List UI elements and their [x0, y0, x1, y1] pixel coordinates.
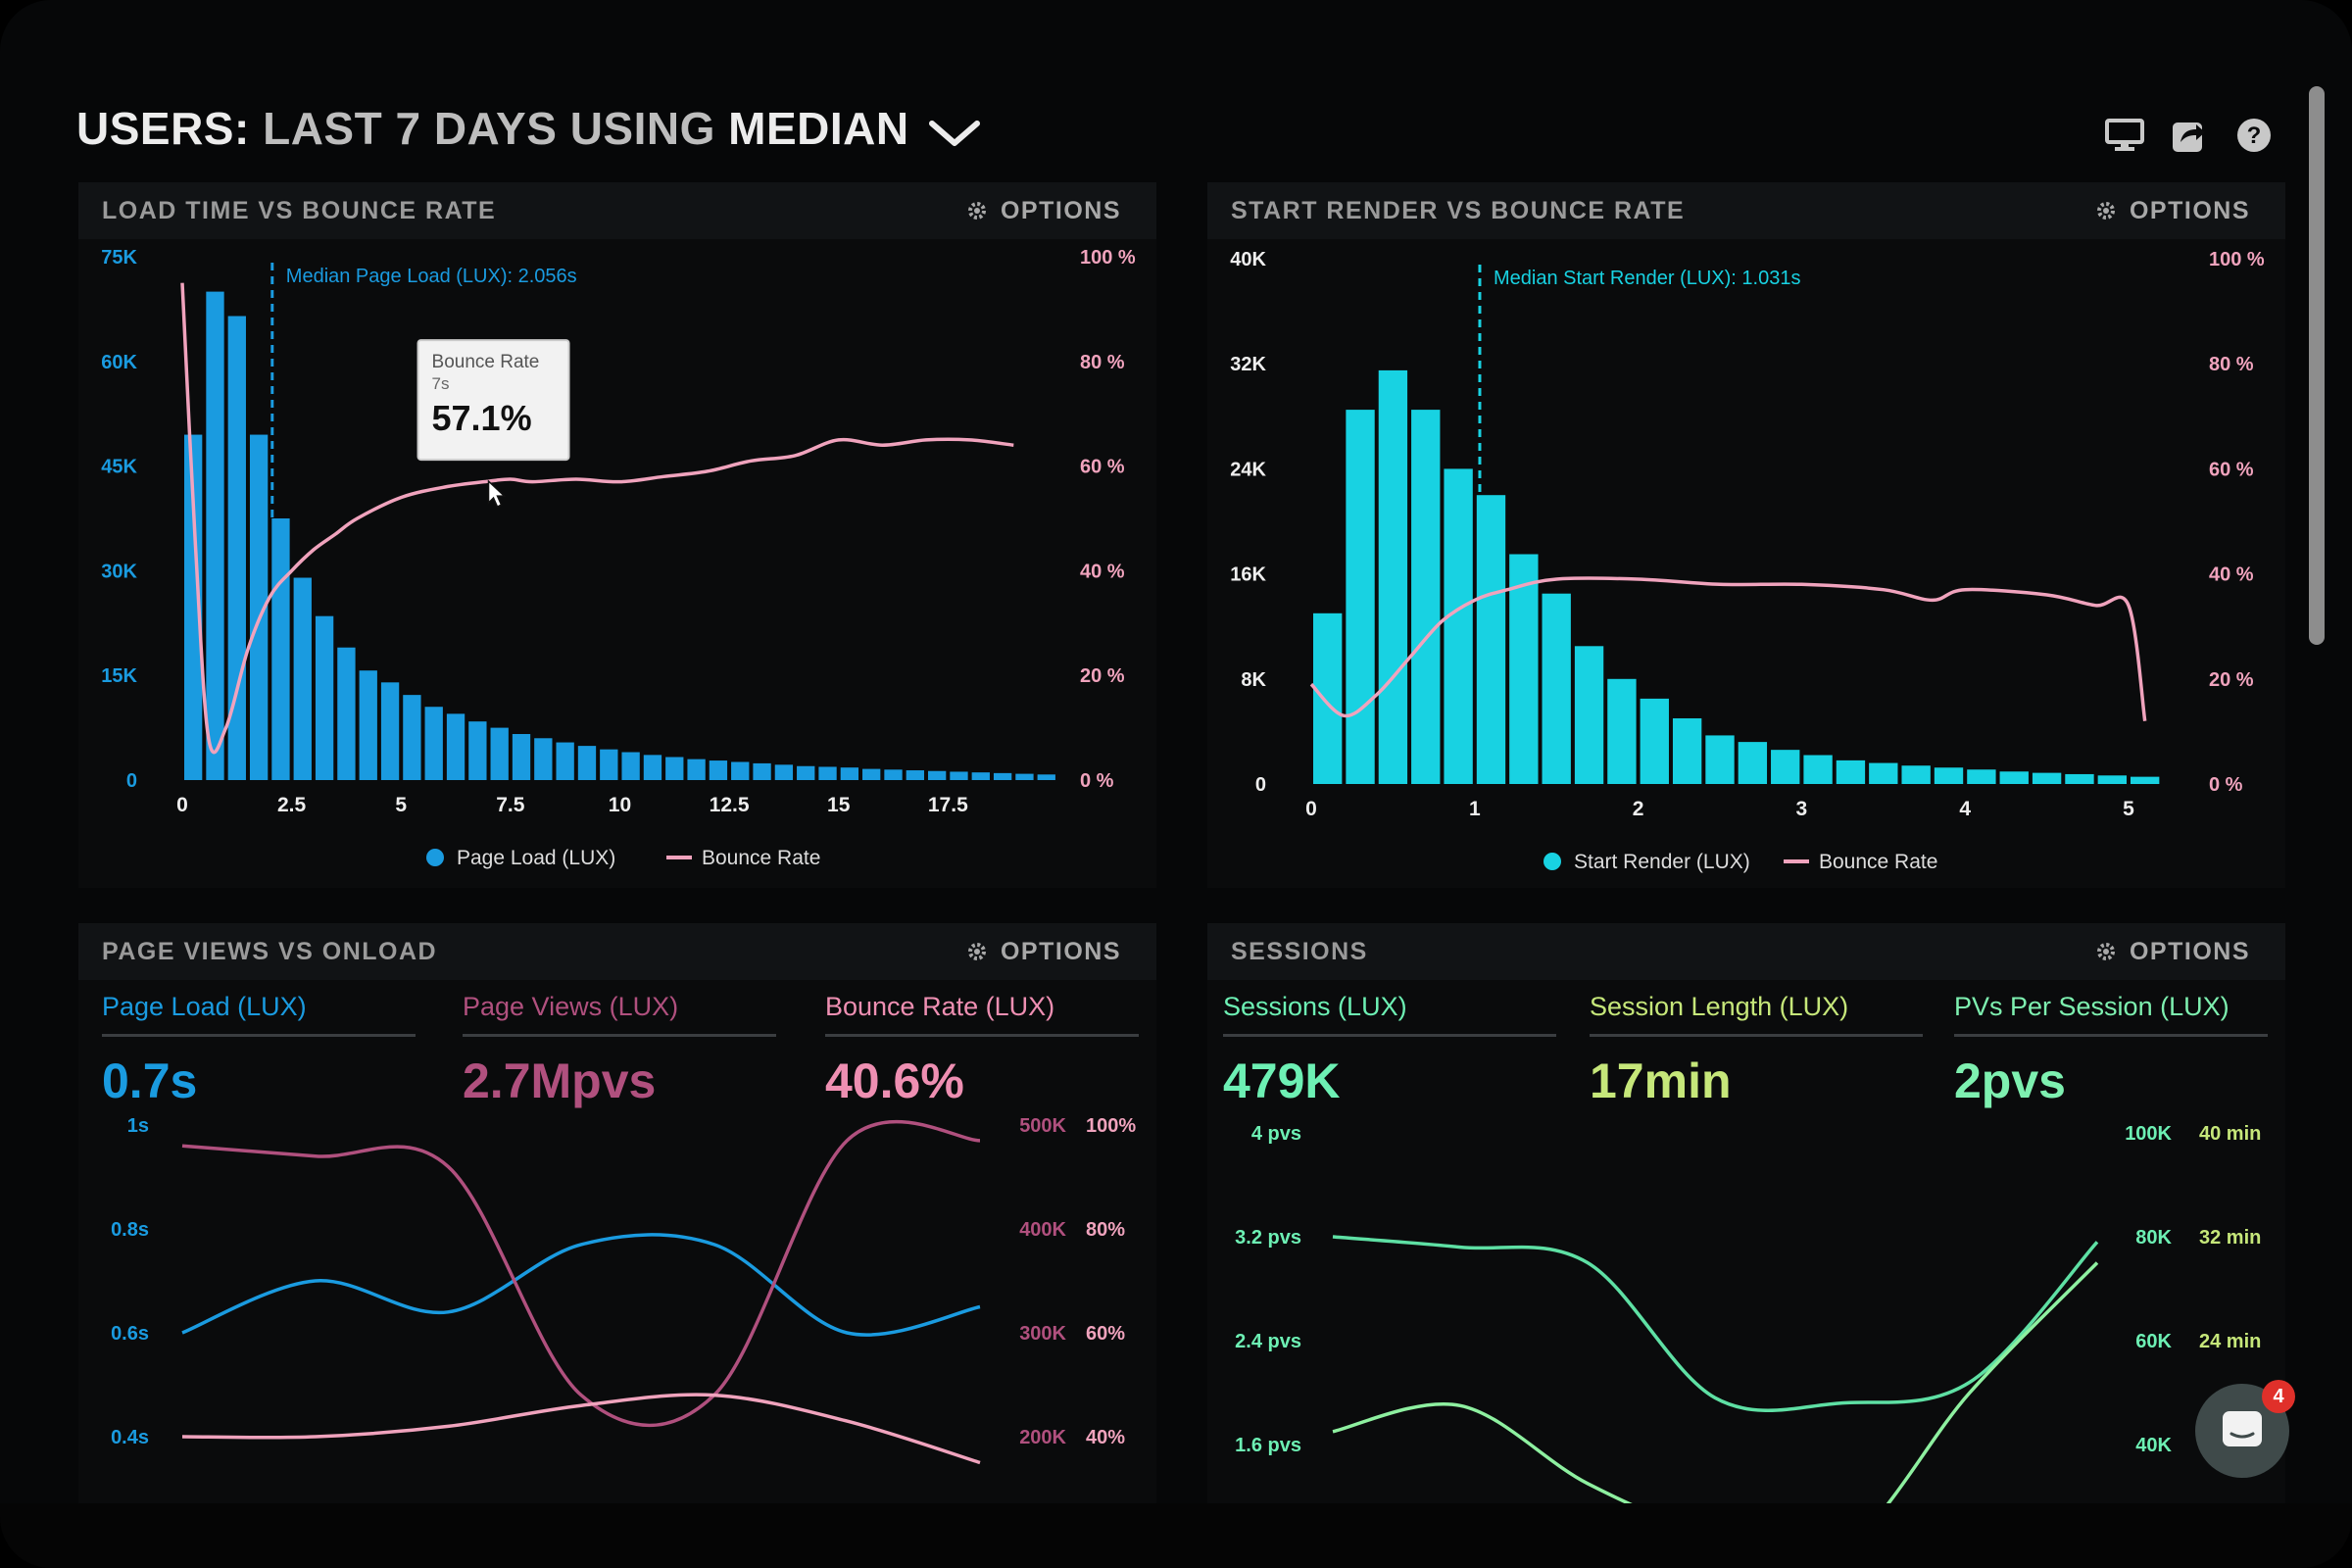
gear-icon	[967, 202, 986, 220]
chat-icon	[2223, 1411, 2262, 1446]
help-icon[interactable]: ?	[2234, 116, 2274, 155]
panel-header: PAGE VIEWS VS ONLOAD OPTIONS	[78, 923, 1156, 980]
gear-icon	[2096, 202, 2115, 220]
title-range[interactable]: LAST 7 DAYS	[263, 103, 558, 154]
screen-bezel	[0, 1503, 2352, 1568]
metric-label: Page Views (LUX)	[463, 992, 776, 1037]
metric-page-load[interactable]: Page Load (LUX) 0.7s	[102, 992, 416, 1109]
options-button[interactable]: OPTIONS	[965, 197, 1121, 225]
panel-sessions: SESSIONS OPTIONS Sessions (LUX) 479K Ses…	[1207, 923, 2285, 1511]
panel-title: START RENDER VS BOUNCE RATE	[1231, 196, 1686, 224]
metric-value: 17min	[1590, 1054, 1732, 1108]
metric-sessions[interactable]: Sessions (LUX) 479K	[1223, 992, 1556, 1109]
chevron-down-icon[interactable]	[928, 118, 981, 147]
metric-value: 479K	[1223, 1054, 1341, 1108]
options-label: OPTIONS	[2129, 937, 2250, 965]
options-button[interactable]: OPTIONS	[2094, 938, 2250, 966]
options-label: OPTIONS	[1000, 196, 1121, 224]
metric-value: 2pvs	[1954, 1054, 2066, 1108]
title-method[interactable]: MEDIAN	[728, 103, 909, 154]
metric-bounce-rate[interactable]: Bounce Rate (LUX) 40.6%	[825, 992, 1139, 1109]
title-users: USERS:	[76, 103, 250, 154]
metric-label: PVs Per Session (LUX)	[1954, 992, 2268, 1037]
header-toolbar: ?	[2105, 116, 2274, 155]
metric-session-length[interactable]: Session Length (LUX) 17min	[1590, 992, 1923, 1109]
notification-badge[interactable]: 4	[2262, 1380, 2295, 1413]
metric-value: 2.7Mpvs	[463, 1054, 657, 1108]
metric-label: Page Load (LUX)	[102, 992, 416, 1037]
gear-icon	[967, 943, 986, 960]
panel-header: START RENDER VS BOUNCE RATE OPTIONS	[1207, 182, 2285, 239]
svg-text:?: ?	[2247, 122, 2262, 149]
metric-label: Sessions (LUX)	[1223, 992, 1556, 1037]
panel-title: PAGE VIEWS VS ONLOAD	[102, 937, 438, 965]
panel-header: LOAD TIME VS BOUNCE RATE OPTIONS	[78, 182, 1156, 239]
metric-value: 0.7s	[102, 1054, 198, 1108]
options-label: OPTIONS	[1000, 937, 1121, 965]
options-label: OPTIONS	[2129, 196, 2250, 224]
metric-value: 40.6%	[825, 1054, 964, 1108]
monitor-icon[interactable]	[2105, 116, 2144, 155]
metric-label: Bounce Rate (LUX)	[825, 992, 1139, 1037]
metric-pvs-per-session[interactable]: PVs Per Session (LUX) 2pvs	[1954, 992, 2268, 1109]
title-using: USING	[569, 103, 715, 154]
options-button[interactable]: OPTIONS	[2094, 197, 2250, 225]
panel-title: LOAD TIME VS BOUNCE RATE	[102, 196, 497, 224]
share-icon[interactable]	[2170, 116, 2209, 155]
panel-page-views: PAGE VIEWS VS ONLOAD OPTIONS Page Load (…	[78, 923, 1156, 1511]
page-title[interactable]: USERS: LAST 7 DAYS USING MEDIAN	[76, 102, 981, 155]
scrollbar[interactable]	[2309, 86, 2325, 645]
panel-start-render: START RENDER VS BOUNCE RATE OPTIONS	[1207, 182, 2285, 888]
panel-title: SESSIONS	[1231, 937, 1368, 965]
metric-page-views[interactable]: Page Views (LUX) 2.7Mpvs	[463, 992, 776, 1109]
panel-load-time: LOAD TIME VS BOUNCE RATE OPTIONS	[78, 182, 1156, 888]
gear-icon	[2096, 943, 2115, 960]
metric-label: Session Length (LUX)	[1590, 992, 1923, 1037]
options-button[interactable]: OPTIONS	[965, 938, 1121, 966]
panel-header: SESSIONS OPTIONS	[1207, 923, 2285, 980]
